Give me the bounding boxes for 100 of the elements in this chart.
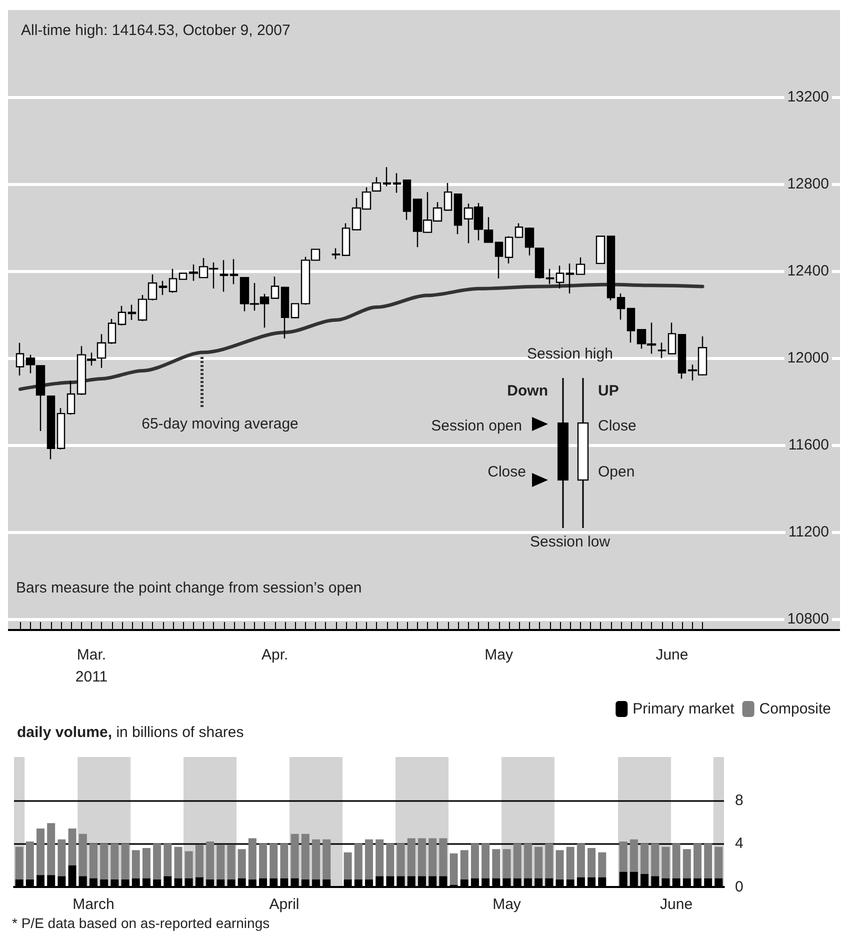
bar [502,849,511,878]
y-tick-label: 12000 [787,350,829,367]
candlestick [534,248,544,280]
bar [121,844,130,880]
bar [344,852,352,880]
bar [270,844,278,878]
bar [238,849,246,878]
candlestick [668,322,676,355]
candlestick [66,380,76,416]
x-tick-label: May [484,646,514,664]
bar [248,838,256,880]
candlestick [504,236,514,264]
bar [386,844,394,876]
candlestick [108,318,116,345]
bar [227,844,236,880]
annotation: Close [598,418,636,434]
candlestick [26,354,36,374]
bar [280,844,288,878]
x-tick-label: April [269,896,300,913]
bar [545,844,554,878]
annotation: Close [488,464,526,480]
bar [195,844,204,878]
candlestick [658,342,666,359]
candlestick [392,172,402,194]
bar [290,834,299,878]
bar [418,838,426,876]
bar [78,834,87,876]
candlestick [678,334,686,380]
y-tick-label: 13200 [787,88,829,106]
candlestick [36,365,46,432]
bar [174,846,182,878]
y-tick-label: 8 [735,792,744,809]
candlestick [280,286,290,340]
candlestick [118,305,126,326]
bar [598,852,606,878]
x-tick-label: Apr. [261,646,288,664]
bar [651,844,660,876]
candlestick [290,302,300,319]
bar [68,828,76,866]
candlestick [128,304,136,321]
bar [470,844,479,878]
y-tick-label: 12400 [787,262,829,280]
legend-label: Composite [759,700,832,718]
y-tick-label: 10800 [787,610,829,628]
y-tick-label: 4 [735,835,744,852]
legend-label: Primary market [632,700,736,718]
bar [714,846,723,878]
candlestick [606,236,616,302]
bar [682,849,691,878]
bar [376,839,384,876]
bar [322,839,331,880]
bar [184,851,193,878]
y-tick-label: 0 [735,878,744,896]
bar [482,844,490,878]
candlestick [596,236,606,264]
candlestick [402,180,412,221]
text: * P/E data based on as-reported earnings [12,915,270,931]
candlestick [494,242,504,280]
bar [439,838,448,876]
bar [662,846,670,878]
bar [428,838,437,876]
candlestick [46,396,56,460]
bar [704,844,712,878]
bar [216,844,225,880]
annotation: Open [598,464,635,480]
bar [407,838,416,876]
bar [142,848,150,878]
x-tick-label: June [660,896,693,913]
bar [619,842,628,872]
bar [534,846,543,878]
bar [566,846,574,880]
bar [354,844,362,880]
annotation: Session open [431,418,522,434]
candlestick [158,280,168,296]
annotation: Down [507,382,548,400]
bar [450,853,458,885]
bar [132,850,140,878]
text: 65-day moving average [142,416,298,432]
x-tick-label: June [656,646,688,664]
candlestick [616,292,626,320]
bar [694,844,702,878]
bar [58,839,66,876]
candlestick [514,222,524,239]
y-tick-label: 12800 [787,176,829,193]
bar [301,834,310,880]
annotation: Bars measure the point change from session’s open [16,580,362,596]
bar [524,844,532,878]
bar [26,842,34,880]
bar [89,844,98,878]
x-tick-label: Mar. 2011 [75,646,108,686]
annotation: Session low [530,534,610,550]
bar [153,844,162,880]
bar [164,844,172,876]
candlestick [454,193,462,235]
bar [259,844,268,878]
candlestick [626,308,636,344]
bar [110,844,119,880]
x-tick-label: May [492,896,522,913]
y-tick-label: 11200 [788,524,829,541]
text: All-time high: 14164.53, October 9, 2007 [21,22,290,39]
